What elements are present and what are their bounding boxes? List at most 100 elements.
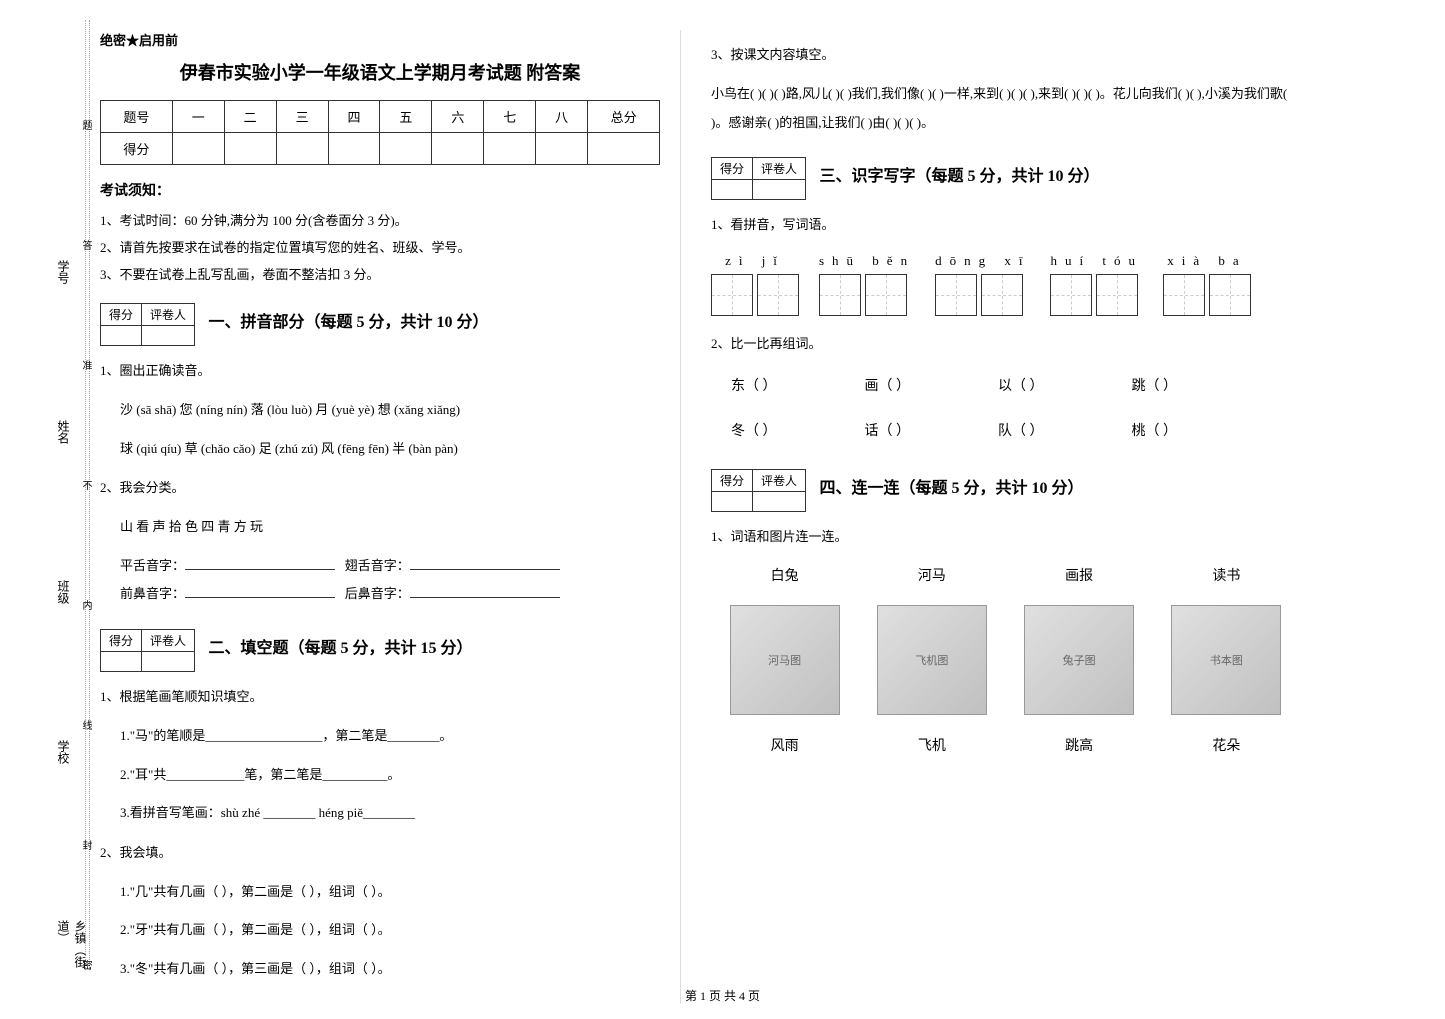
s3-q1: 1、看拼音，写词语。 xyxy=(711,212,1300,238)
th-8: 八 xyxy=(536,101,588,133)
s1-q2: 2、我会分类。 xyxy=(100,475,660,501)
rule-2: 2、请首先按要求在试卷的指定位置填写您的姓名、班级、学号。 xyxy=(100,237,660,256)
word-top-3: 画报 xyxy=(1065,565,1093,585)
section-4: 得分评卷人 四、连一连（每题 5 分，共计 10 分） 1、词语和图片连一连。 … xyxy=(711,469,1300,755)
match-bottom-row: 风雨 飞机 跳高 花朵 xyxy=(711,735,1300,755)
s2-q2: 2、我会填。 xyxy=(100,840,660,866)
pinyin-group-2: shū běn xyxy=(819,253,915,316)
pair-1d: 跳（ ） xyxy=(1132,369,1262,404)
th-3: 三 xyxy=(276,101,328,133)
pinyin-group-5: xià ba xyxy=(1163,253,1251,316)
binding-sidebar: 乡镇（街道） 学校 班级 姓名 学号 密 封 线 内 不 准 答 题 xyxy=(30,20,90,970)
section1-title: 一、拼音部分（每题 5 分，共计 10 分） xyxy=(209,308,489,332)
exam-title: 伊春市实验小学一年级语文上学期月考试题 附答案 xyxy=(100,59,660,85)
s2-q1: 1、根据笔画笔顺知识填空。 xyxy=(100,684,660,710)
seal-char-5: 不 xyxy=(78,480,93,490)
blank xyxy=(410,597,560,598)
compare-row-2: 冬（ ） 话（ ） 队（ ） 桃（ ） xyxy=(731,414,1300,449)
seal-char-3: 线 xyxy=(78,720,93,730)
s2-q3: 3、按课文内容填空。 xyxy=(711,42,1300,68)
score-box-3: 得分评卷人 xyxy=(711,157,806,200)
image-plane: 飞机图 xyxy=(877,605,987,715)
s2-q2-item1: 1."几"共有几画（ ），第二画是（ ），组词（ ）。 xyxy=(120,878,660,907)
cat4-label: 后鼻音字： xyxy=(345,586,410,601)
tian-box xyxy=(981,274,1023,316)
cat2-label: 翅舌音字： xyxy=(345,558,410,573)
cat1-label: 平舌音字： xyxy=(120,558,185,573)
score-box-2: 得分评卷人 xyxy=(100,629,195,672)
blank xyxy=(185,569,335,570)
pinyin-5: xià ba xyxy=(1163,253,1251,269)
th-total: 总分 xyxy=(588,101,660,133)
section-3: 得分评卷人 三、识字写字（每题 5 分，共计 10 分） 1、看拼音，写词语。 … xyxy=(711,157,1300,449)
th-6: 六 xyxy=(432,101,484,133)
word-top-2: 河马 xyxy=(918,565,946,585)
s2-q2-item2: 2."牙"共有几画（ ），第二画是（ ），组词（ ）。 xyxy=(120,916,660,945)
tian-box xyxy=(935,274,977,316)
sidebar-label-name: 姓名 xyxy=(55,420,72,444)
th-4: 四 xyxy=(328,101,380,133)
th-label: 题号 xyxy=(101,101,173,133)
s1-q1-line1: 沙 (sā shā) 您 (níng nín) 落 (lòu luò) 月 (y… xyxy=(120,396,660,425)
image-hippo: 河马图 xyxy=(730,605,840,715)
s2-q2-item3: 3."冬"共有几画（ ），第三画是（ ），组词（ ）。 xyxy=(120,955,660,984)
word-bot-4: 花朵 xyxy=(1212,735,1240,755)
pinyin-3: dōng xī xyxy=(935,253,1030,269)
section4-title: 四、连一连（每题 5 分，共计 10 分） xyxy=(820,474,1084,498)
pair-1c: 以（ ） xyxy=(998,369,1128,404)
blank xyxy=(410,569,560,570)
tian-box xyxy=(1096,274,1138,316)
tian-box xyxy=(819,274,861,316)
th-1: 一 xyxy=(172,101,224,133)
sidebar-label-id: 学号 xyxy=(55,260,72,284)
word-bot-1: 风雨 xyxy=(771,735,799,755)
pinyin-1: zì jǐ xyxy=(711,253,799,269)
pair-1a: 东（ ） xyxy=(731,369,861,404)
page-footer: 第 1 页 共 4 页 xyxy=(0,987,1445,1004)
s4-q1: 1、词语和图片连一连。 xyxy=(711,524,1300,550)
sidebar-label-class: 班级 xyxy=(55,580,72,604)
s1-q2-cats: 平舌音字： 翅舌音字： 前鼻音字： 后鼻音字： xyxy=(120,552,660,609)
pair-1b: 画（ ） xyxy=(865,369,995,404)
sidebar-label-school: 学校 xyxy=(55,740,72,764)
th-5: 五 xyxy=(380,101,432,133)
s1-q2-chars: 山 看 声 拾 色 四 青 方 玩 xyxy=(120,513,660,542)
word-bot-2: 飞机 xyxy=(918,735,946,755)
match-top-row: 白兔 河马 画报 读书 xyxy=(711,565,1300,585)
s2-q3-text: 小鸟在( )( )( )路,风儿( )( )我们,我们像( )( )一样,来到(… xyxy=(711,80,1300,137)
seal-char-8: 题 xyxy=(78,120,93,130)
tian-box xyxy=(711,274,753,316)
pinyin-group-4: huí tóu xyxy=(1050,253,1142,316)
score-table-row: 得分 xyxy=(101,133,660,165)
word-top-4: 读书 xyxy=(1212,565,1240,585)
tian-box xyxy=(1163,274,1205,316)
dotted-line xyxy=(85,20,86,970)
pair-2c: 队（ ） xyxy=(998,414,1128,449)
pair-2a: 冬（ ） xyxy=(731,414,861,449)
th-7: 七 xyxy=(484,101,536,133)
confidential-label: 绝密★启用前 xyxy=(100,30,660,49)
s1-q1-line2: 球 (qiú qíu) 草 (chǎo cǎo) 足 (zhú zú) 风 (f… xyxy=(120,435,660,464)
score-label: 得分 xyxy=(101,133,173,165)
s2-q1-item3: 3.看拼音写笔画：shù zhé ________ héng piě______… xyxy=(120,799,660,828)
word-bot-3: 跳高 xyxy=(1065,735,1093,755)
rules-block: 1、考试时间：60 分钟,满分为 100 分(含卷面分 3 分)。 2、请首先按… xyxy=(100,210,660,283)
th-2: 二 xyxy=(224,101,276,133)
score-box-1: 得分评卷人 xyxy=(100,303,195,346)
section3-title: 三、识字写字（每题 5 分，共计 10 分） xyxy=(820,162,1100,186)
compare-row-1: 东（ ） 画（ ） 以（ ） 跳（ ） xyxy=(731,369,1300,404)
pinyin-4: huí tóu xyxy=(1050,253,1142,269)
rule-1: 1、考试时间：60 分钟,满分为 100 分(含卷面分 3 分)。 xyxy=(100,210,660,229)
section-2: 得分评卷人 二、填空题（每题 5 分，共计 15 分） 1、根据笔画笔顺知识填空… xyxy=(100,629,660,984)
rule-3: 3、不要在试卷上乱写乱画，卷面不整洁扣 3 分。 xyxy=(100,264,660,283)
seal-char-4: 内 xyxy=(78,600,93,610)
image-book: 书本图 xyxy=(1171,605,1281,715)
left-column: 绝密★启用前 伊春市实验小学一年级语文上学期月考试题 附答案 题号 一 二 三 … xyxy=(100,30,680,1004)
section2-title: 二、填空题（每题 5 分，共计 15 分） xyxy=(209,634,473,658)
score-table: 题号 一 二 三 四 五 六 七 八 总分 得分 xyxy=(100,100,660,165)
s2-q1-item2: 2."耳"共____________笔，第二笔是__________。 xyxy=(120,761,660,790)
seal-char-6: 准 xyxy=(78,360,93,370)
pinyin-boxes-row: zì jǐ shū běn dōng xī huí tóu xià ba xyxy=(711,253,1300,316)
score-table-header: 题号 一 二 三 四 五 六 七 八 总分 xyxy=(101,101,660,133)
pair-2d: 桃（ ） xyxy=(1132,414,1262,449)
